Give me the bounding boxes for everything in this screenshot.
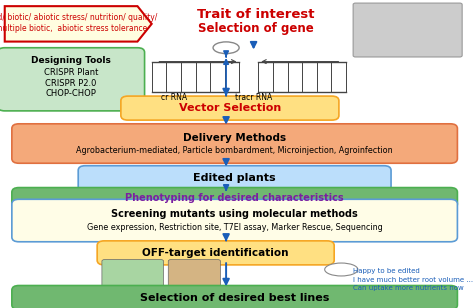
- FancyBboxPatch shape: [121, 96, 339, 120]
- Text: I have much better root volume ...: I have much better root volume ...: [353, 277, 473, 283]
- Text: Selection of desired best lines: Selection of desired best lines: [140, 293, 329, 302]
- Text: Delivery Methods: Delivery Methods: [183, 133, 286, 143]
- FancyBboxPatch shape: [12, 124, 457, 163]
- Text: Selection of gene: Selection of gene: [198, 22, 314, 35]
- Text: Edited plants: Edited plants: [193, 173, 276, 183]
- FancyBboxPatch shape: [0, 48, 145, 111]
- FancyBboxPatch shape: [12, 188, 457, 209]
- FancyBboxPatch shape: [12, 286, 457, 308]
- Text: Gene expression, Restriction site, T7EI assay, Marker Rescue, Sequencing: Gene expression, Restriction site, T7EI …: [87, 223, 383, 232]
- Text: Agrobacterium-mediated, Particle bombardment, Microinjection, Agroinfection: Agrobacterium-mediated, Particle bombard…: [76, 146, 393, 155]
- Text: CHOP-CHOP: CHOP-CHOP: [46, 89, 97, 99]
- FancyBboxPatch shape: [102, 260, 164, 290]
- Text: Vector Selection: Vector Selection: [179, 103, 281, 113]
- Text: CRISPR P2.0: CRISPR P2.0: [46, 79, 97, 88]
- Text: multiple biotic,  abiotic stress tolerance: multiple biotic, abiotic stress toleranc…: [0, 24, 147, 33]
- Text: Happy to be edited: Happy to be edited: [353, 268, 420, 274]
- Ellipse shape: [325, 263, 358, 276]
- Text: OFF-target identification: OFF-target identification: [142, 248, 289, 258]
- Text: Designing Tools: Designing Tools: [31, 56, 111, 66]
- Text: Yield/ biotic/ abiotic stress/ nutrition/ quality/: Yield/ biotic/ abiotic stress/ nutrition…: [0, 13, 158, 22]
- Text: Trait of interest: Trait of interest: [197, 8, 315, 21]
- Text: Screening mutants using molecular methods: Screening mutants using molecular method…: [111, 209, 358, 219]
- Text: tracr RNA: tracr RNA: [235, 93, 272, 103]
- Polygon shape: [5, 6, 152, 42]
- Text: Can uptake more nutrients now: Can uptake more nutrients now: [353, 285, 464, 291]
- Ellipse shape: [213, 42, 239, 54]
- Text: CRISPR Plant: CRISPR Plant: [44, 68, 98, 77]
- FancyBboxPatch shape: [97, 241, 334, 265]
- FancyBboxPatch shape: [78, 166, 391, 191]
- FancyBboxPatch shape: [353, 3, 462, 57]
- FancyBboxPatch shape: [168, 260, 220, 290]
- FancyBboxPatch shape: [12, 199, 457, 242]
- Text: Phenotyping for desired characteristics: Phenotyping for desired characteristics: [125, 193, 344, 203]
- Text: cr RNA: cr RNA: [161, 93, 187, 103]
